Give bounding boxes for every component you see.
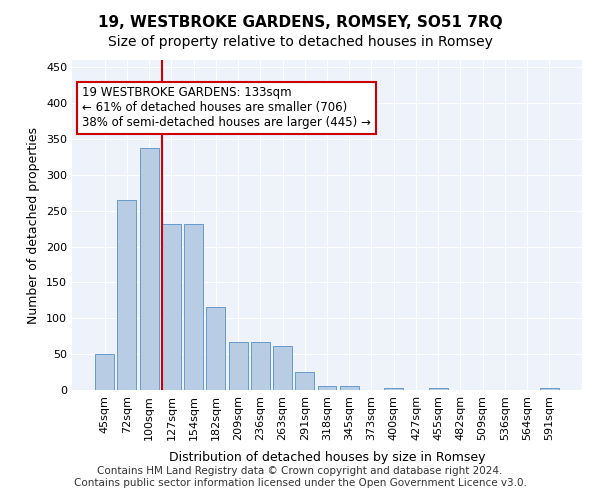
- Bar: [229, 342, 248, 390]
- Bar: [251, 342, 270, 390]
- Bar: [95, 354, 114, 390]
- Bar: [162, 224, 181, 390]
- Bar: [295, 372, 314, 390]
- Y-axis label: Number of detached properties: Number of detached properties: [28, 126, 40, 324]
- Bar: [340, 386, 359, 390]
- Bar: [540, 388, 559, 390]
- Bar: [384, 388, 403, 390]
- Bar: [118, 200, 136, 390]
- Bar: [184, 224, 203, 390]
- X-axis label: Distribution of detached houses by size in Romsey: Distribution of detached houses by size …: [169, 451, 485, 464]
- Text: Size of property relative to detached houses in Romsey: Size of property relative to detached ho…: [107, 35, 493, 49]
- Text: 19 WESTBROKE GARDENS: 133sqm
← 61% of detached houses are smaller (706)
38% of s: 19 WESTBROKE GARDENS: 133sqm ← 61% of de…: [82, 86, 371, 130]
- Bar: [206, 307, 225, 390]
- Bar: [429, 388, 448, 390]
- Bar: [140, 148, 158, 390]
- Bar: [273, 346, 292, 390]
- Bar: [317, 386, 337, 390]
- Text: 19, WESTBROKE GARDENS, ROMSEY, SO51 7RQ: 19, WESTBROKE GARDENS, ROMSEY, SO51 7RQ: [98, 15, 502, 30]
- Text: Contains HM Land Registry data © Crown copyright and database right 2024.
Contai: Contains HM Land Registry data © Crown c…: [74, 466, 526, 487]
